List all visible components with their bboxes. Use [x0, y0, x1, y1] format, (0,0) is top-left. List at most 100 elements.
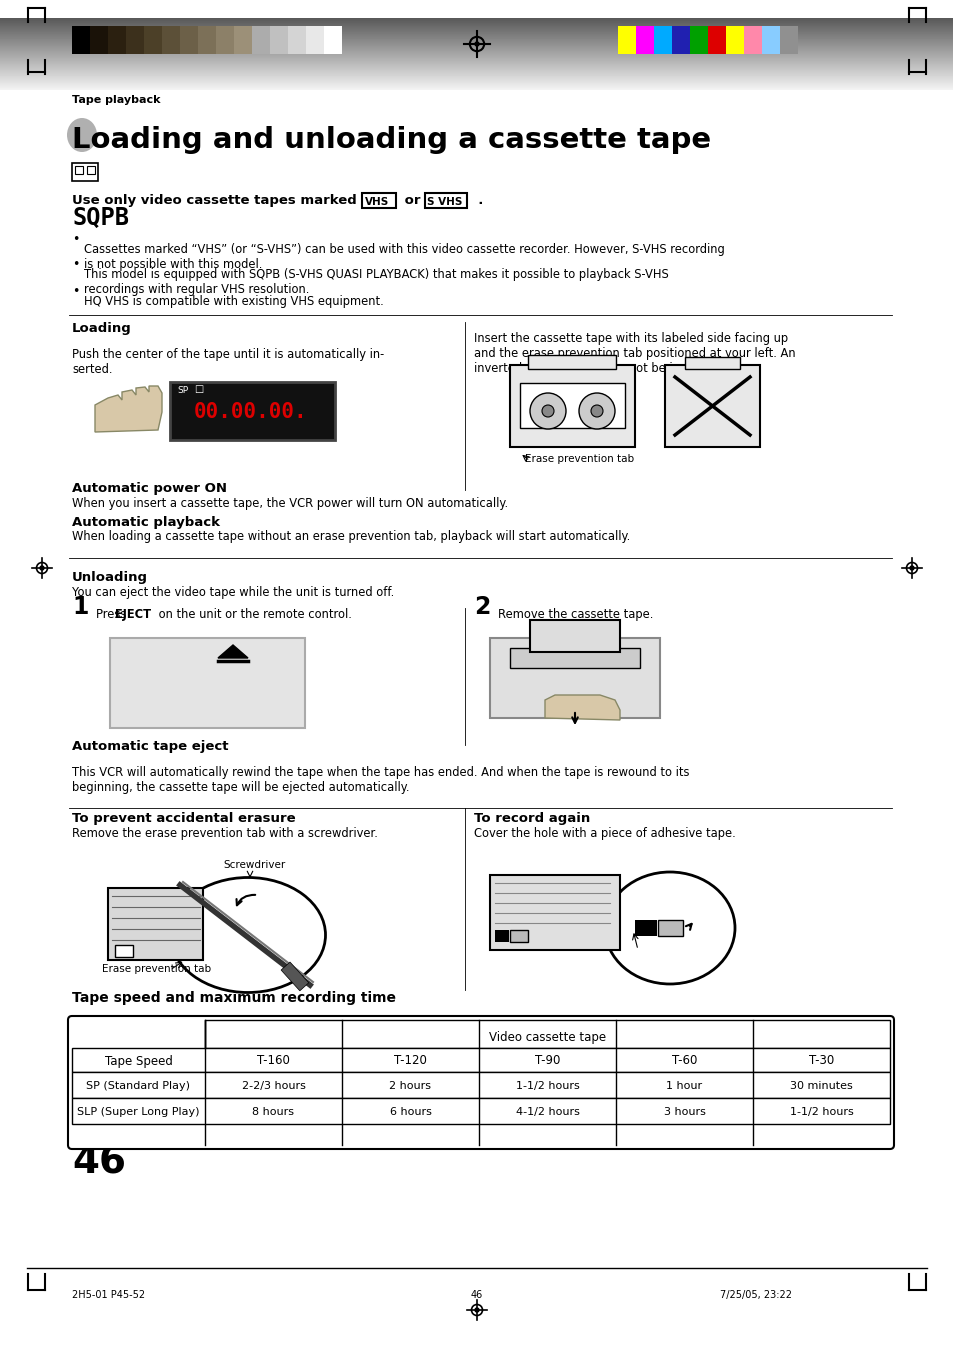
Text: To record again: To record again	[474, 812, 590, 825]
Bar	[743, 26, 761, 54]
Bar	[252, 26, 270, 54]
Text: 46: 46	[71, 1143, 126, 1181]
Bar	[664, 365, 760, 447]
Bar	[180, 26, 198, 54]
Bar	[635, 920, 657, 936]
Bar	[71, 26, 90, 54]
Text: 46: 46	[471, 1290, 482, 1300]
Text: 2H5-01 P45-52: 2H5-01 P45-52	[71, 1290, 145, 1300]
Bar	[87, 166, 95, 174]
Bar	[530, 620, 619, 653]
Text: 2 hours: 2 hours	[389, 1081, 431, 1092]
Text: Automatic playback: Automatic playback	[71, 516, 220, 530]
FancyBboxPatch shape	[68, 1016, 893, 1148]
Circle shape	[475, 1308, 478, 1312]
Circle shape	[590, 405, 602, 417]
Text: Insert the cassette tape with its labeled side facing up
and the erase preventio: Insert the cassette tape with its labele…	[474, 332, 795, 376]
Text: Unloading: Unloading	[71, 571, 148, 584]
Text: 1 hour: 1 hour	[666, 1081, 701, 1092]
Text: 1-1/2 hours: 1-1/2 hours	[789, 1106, 853, 1117]
Text: T-160: T-160	[256, 1055, 290, 1067]
Text: Cassettes marked “VHS” (or “S-VHS”) can be used with this video cassette recorde: Cassettes marked “VHS” (or “S-VHS”) can …	[84, 243, 724, 272]
Circle shape	[541, 405, 554, 417]
Text: Remove the erase prevention tab with a screwdriver.: Remove the erase prevention tab with a s…	[71, 827, 377, 840]
Text: 00.00.00.: 00.00.00.	[193, 403, 307, 422]
Text: Push the center of the tape until it is automatically in-
serted.: Push the center of the tape until it is …	[71, 349, 384, 376]
Text: Tape Speed: Tape Speed	[105, 1055, 172, 1067]
Bar	[495, 929, 509, 942]
Bar	[75, 166, 83, 174]
Text: 4-1/2 hours: 4-1/2 hours	[515, 1106, 578, 1117]
Bar	[126, 26, 144, 54]
Bar	[115, 944, 132, 957]
Bar	[424, 193, 467, 208]
Polygon shape	[95, 386, 162, 432]
Bar	[618, 26, 636, 54]
Bar	[233, 26, 252, 54]
Text: T-30: T-30	[808, 1055, 833, 1067]
Circle shape	[578, 393, 615, 430]
Text: Loading: Loading	[71, 322, 132, 335]
Bar	[90, 26, 108, 54]
Text: S VHS: S VHS	[427, 197, 462, 207]
Text: 2: 2	[474, 594, 490, 619]
Text: Adhesive
Tape: Adhesive Tape	[638, 950, 685, 971]
Text: SP (Standard Play): SP (Standard Play)	[87, 1081, 191, 1092]
Text: Erase prevention tab: Erase prevention tab	[524, 454, 634, 463]
Text: SP: SP	[177, 386, 188, 394]
Bar	[288, 26, 306, 54]
Text: Loading and unloading a cassette tape: Loading and unloading a cassette tape	[71, 126, 710, 154]
Text: Press: Press	[96, 608, 130, 621]
Text: Screwdriver: Screwdriver	[224, 861, 286, 870]
Bar	[162, 26, 180, 54]
Text: 8 hours: 8 hours	[253, 1106, 294, 1117]
Text: Automatic power ON: Automatic power ON	[71, 482, 227, 494]
Bar	[324, 26, 341, 54]
Text: .: .	[469, 195, 483, 207]
Polygon shape	[544, 694, 619, 720]
Bar	[144, 26, 162, 54]
Bar	[71, 1071, 889, 1098]
Text: To prevent accidental erasure: To prevent accidental erasure	[71, 812, 295, 825]
Bar	[636, 26, 654, 54]
Circle shape	[530, 393, 565, 430]
Text: 30 minutes: 30 minutes	[789, 1081, 852, 1092]
Bar	[270, 26, 288, 54]
Bar	[108, 26, 126, 54]
Bar	[71, 1098, 889, 1124]
Text: You can eject the video tape while the unit is turned off.: You can eject the video tape while the u…	[71, 586, 394, 598]
Bar	[281, 962, 309, 990]
Bar	[71, 1048, 889, 1071]
Bar	[725, 26, 743, 54]
Text: 6 hours: 6 hours	[389, 1106, 431, 1117]
Bar	[510, 648, 639, 667]
Circle shape	[475, 42, 478, 46]
Bar	[71, 163, 98, 181]
Polygon shape	[218, 644, 248, 658]
Text: 1-1/2 hours: 1-1/2 hours	[515, 1081, 578, 1092]
Text: •: •	[71, 258, 79, 272]
Bar	[108, 888, 203, 961]
Text: □: □	[193, 384, 203, 394]
Text: Automatic tape eject: Automatic tape eject	[71, 740, 229, 753]
Text: 1: 1	[71, 594, 89, 619]
Text: or: or	[399, 195, 420, 207]
Bar	[654, 26, 671, 54]
Bar	[205, 1020, 889, 1048]
Text: Tape speed and maximum recording time: Tape speed and maximum recording time	[71, 992, 395, 1005]
Text: T-90: T-90	[535, 1055, 559, 1067]
Text: 7/25/05, 23:22: 7/25/05, 23:22	[720, 1290, 791, 1300]
Text: This model is equipped with SQPB (S-VHS QUASI PLAYBACK) that makes it possible t: This model is equipped with SQPB (S-VHS …	[84, 267, 668, 296]
Text: 3 hours: 3 hours	[663, 1106, 704, 1117]
Text: •: •	[71, 232, 79, 246]
Text: When you insert a cassette tape, the VCR power will turn ON automatically.: When you insert a cassette tape, the VCR…	[71, 497, 508, 509]
Bar	[110, 638, 305, 728]
Text: •: •	[71, 285, 79, 299]
Bar	[361, 193, 395, 208]
Text: Remove the cassette tape.: Remove the cassette tape.	[497, 608, 653, 621]
Text: T-60: T-60	[671, 1055, 697, 1067]
Bar	[490, 638, 659, 717]
Bar	[519, 382, 624, 428]
Bar	[198, 26, 215, 54]
Text: Erase prevention tab: Erase prevention tab	[102, 965, 211, 974]
